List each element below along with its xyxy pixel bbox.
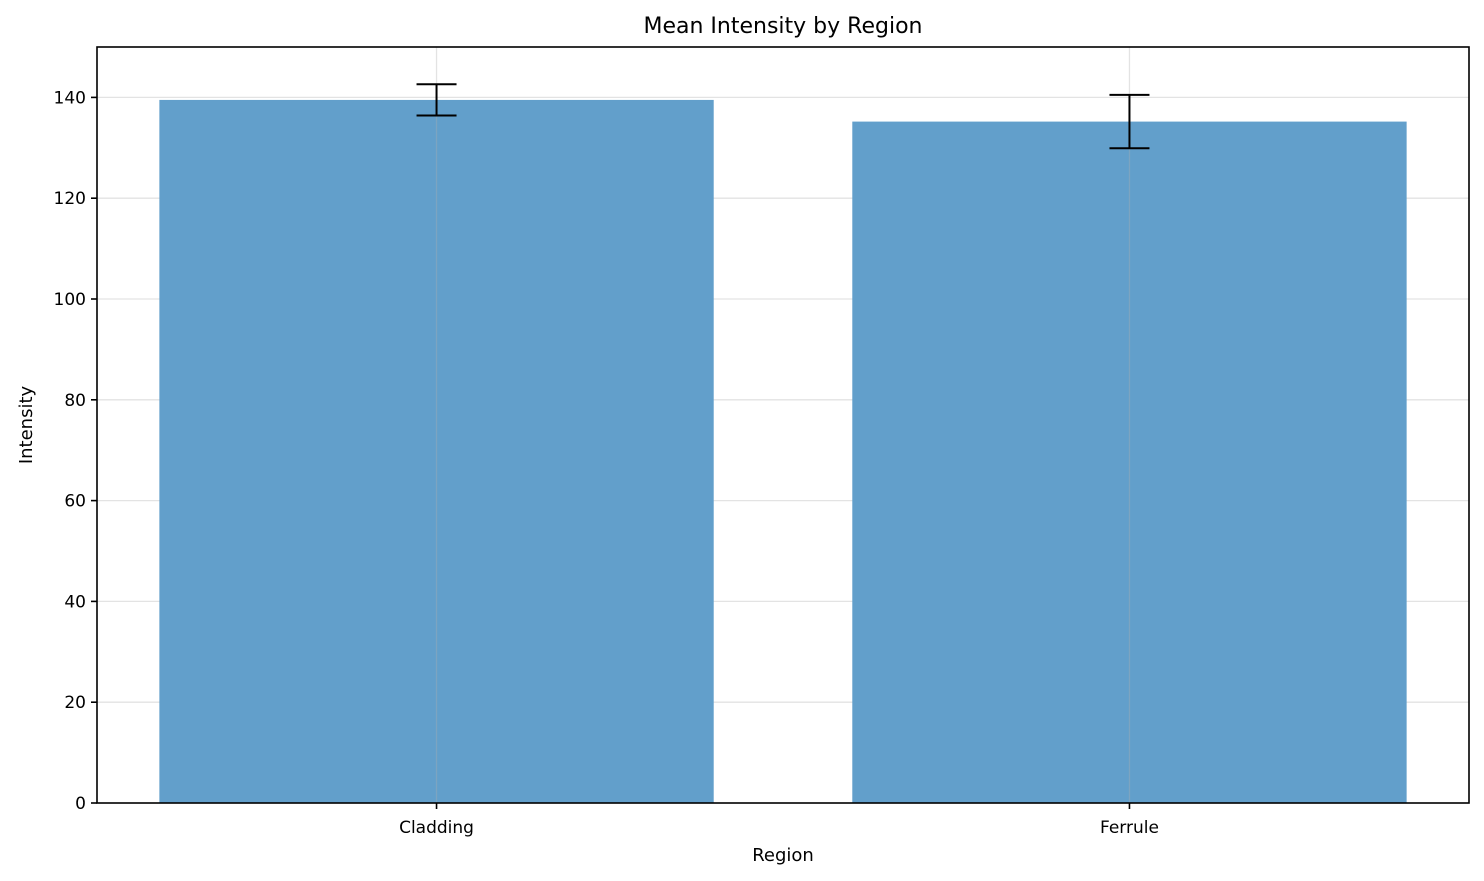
y-axis-label: Intensity [16,385,37,464]
y-tick-label: 60 [64,492,86,512]
y-tick-label: 140 [54,88,86,108]
y-tick-label: 100 [54,290,86,310]
y-tick-label: 120 [54,189,86,209]
chart-title: Mean Intensity by Region [644,14,923,39]
bar-ferrule [852,121,1407,804]
y-tick-label: 40 [64,592,86,612]
x-tick-label-ferrule: Ferrule [1100,818,1159,838]
bar-cladding [159,99,714,804]
bars-layer [159,99,1407,804]
x-axis-label: Region [752,845,814,866]
vertical-grid-layer [435,47,1131,803]
y-tick-label: 20 [64,693,86,713]
ticks-layer: 0 20 40 60 80 100 120 140 Cladding Ferrule [54,88,1159,838]
x-tick-label-cladding: Cladding [399,818,474,838]
plot-frame [96,46,1470,804]
y-tick-label: 80 [64,391,86,411]
y-tick-label: 0 [75,794,86,814]
error-bars-layer [416,83,1150,150]
